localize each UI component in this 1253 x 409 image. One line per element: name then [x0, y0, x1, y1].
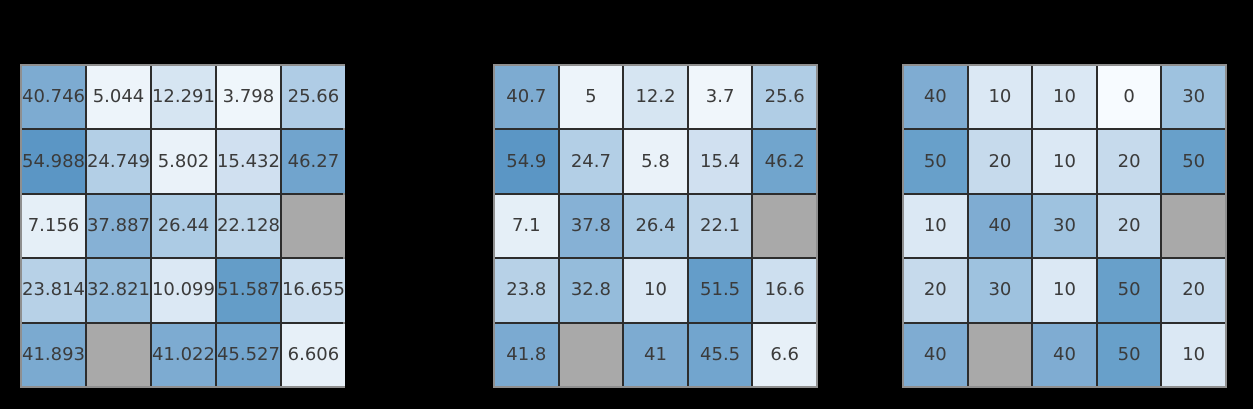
heatmap-cell: 40: [904, 66, 967, 129]
heatmap-cell: 23.814: [22, 259, 85, 322]
heatmap-cell: 46.27: [281, 130, 345, 193]
heatmap-cell: 16.6: [753, 259, 816, 322]
heatmap-cell: 0: [1097, 66, 1161, 129]
heatmap-cell: 12.291: [151, 66, 215, 129]
heatmap-cell: 40: [968, 194, 1032, 258]
heatmap-cell: 5.802: [151, 130, 215, 193]
heatmap-cell: 20: [904, 259, 967, 322]
heatmap-cell: 20: [1097, 130, 1161, 193]
heatmap-cell: 26.44: [151, 194, 215, 258]
heatmap-cell: 51.5: [688, 259, 752, 322]
heatmap-cell: 50: [1097, 323, 1161, 386]
heatmap-cell: 25.66: [281, 66, 345, 129]
heatmap-cell-missing: [1162, 194, 1225, 258]
heatmap-table-full-precision: 40.746 5.044 12.291 3.798 25.66 54.988 24.749 5…: [20, 64, 345, 388]
heatmap-cell: 45.5: [688, 323, 752, 386]
heatmap-cell: 10: [1033, 66, 1096, 129]
heatmap-cell: 41.8: [495, 323, 558, 386]
heatmap-cell: 6.606: [281, 323, 345, 386]
heatmap-cell: 54.988: [22, 130, 85, 193]
heatmap-cell: 41: [624, 323, 687, 386]
heatmap-cell: 41.893: [22, 323, 85, 386]
heatmap-cell: 10: [904, 194, 967, 258]
heatmap-cell: 40: [1033, 323, 1096, 386]
heatmap-cell: 22.128: [216, 194, 280, 258]
heatmap-cell: 20: [968, 130, 1032, 193]
heatmap-cell: 10: [1162, 323, 1225, 386]
heatmap-cell: 30: [1033, 194, 1096, 258]
heatmap-cell: 50: [1097, 259, 1161, 322]
heatmap-cell: 22.1: [688, 194, 752, 258]
heatmap-cell: 20: [1162, 259, 1225, 322]
heatmap-cell: 40.746: [22, 66, 85, 129]
heatmap-table-one-decimal: 40.7 5 12.2 3.7 25.6 54.9 24.7 5.8 15.4 46.2 7.1 37…: [493, 64, 818, 388]
heatmap-cell: 40.7: [495, 66, 558, 129]
heatmap-cell: 7.156: [22, 194, 85, 258]
heatmap-cell-missing: [86, 323, 150, 386]
heatmap-cell: 25.6: [753, 66, 816, 129]
heatmap-cell: 23.8: [495, 259, 558, 322]
heatmap-cell: 50: [904, 130, 967, 193]
heatmap-cell: 10: [1033, 130, 1096, 193]
heatmap-cell-missing: [968, 323, 1032, 386]
heatmap-cell: 7.1: [495, 194, 558, 258]
heatmap-cell: 3.798: [216, 66, 280, 129]
heatmap-cell: 6.6: [753, 323, 816, 386]
heatmap-cell: 30: [1162, 66, 1225, 129]
heatmap-cell: 3.7: [688, 66, 752, 129]
heatmap-cell: 5: [559, 66, 623, 129]
heatmap-cell: 5.8: [624, 130, 687, 193]
heatmap-cell: 37.887: [86, 194, 150, 258]
heatmap-cell: 41.022: [151, 323, 215, 386]
heatmap-cell-missing: [753, 194, 816, 258]
heatmap-cell: 15.4: [688, 130, 752, 193]
heatmap-cell: 40: [904, 323, 967, 386]
heatmap-cell: 12.2: [624, 66, 687, 129]
heatmap-cell: 24.749: [86, 130, 150, 193]
heatmap-cell: 5.044: [86, 66, 150, 129]
heatmap-cell: 54.9: [495, 130, 558, 193]
heatmap-cell: 16.655: [281, 259, 345, 322]
heatmap-cell: 37.8: [559, 194, 623, 258]
heatmap-cell-missing: [559, 323, 623, 386]
heatmap-cell: 46.2: [753, 130, 816, 193]
heatmap-cell: 32.821: [86, 259, 150, 322]
heatmap-cell: 51.587: [216, 259, 280, 322]
heatmap-cell: 24.7: [559, 130, 623, 193]
heatmap-cell: 45.527: [216, 323, 280, 386]
heatmap-cell: 10: [1033, 259, 1096, 322]
heatmap-cell: 15.432: [216, 130, 280, 193]
heatmap-cell-missing: [281, 194, 345, 258]
heatmap-cell: 32.8: [559, 259, 623, 322]
heatmap-table-rounded-tens: 40 10 10 0 30 50 20 10 20 50 10 40 30 20 20 30 10 50 20 40 4…: [902, 64, 1227, 388]
heatmap-cell: 30: [968, 259, 1032, 322]
heatmap-cell: 26.4: [624, 194, 687, 258]
heatmap-cell: 10.099: [151, 259, 215, 322]
heatmap-cell: 10: [968, 66, 1032, 129]
heatmap-cell: 10: [624, 259, 687, 322]
heatmap-cell: 20: [1097, 194, 1161, 258]
heatmap-cell: 50: [1162, 130, 1225, 193]
